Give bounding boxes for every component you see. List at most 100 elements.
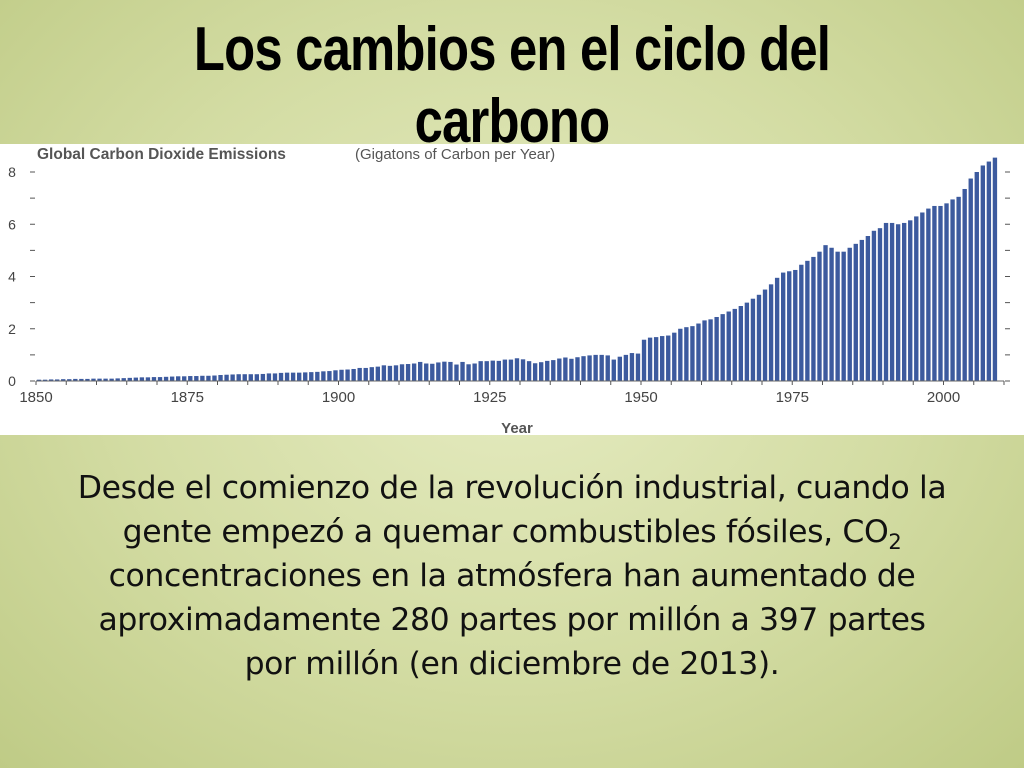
bar-1996 [920, 212, 925, 381]
y-tick-label: 8 [8, 164, 16, 180]
bar-1949 [635, 353, 641, 381]
bar-1934 [545, 360, 550, 381]
bar-1927 [502, 359, 508, 381]
bar-1918 [448, 361, 453, 381]
x-tick-label: 1875 [171, 389, 204, 406]
bar-1967 [744, 302, 750, 382]
bar-1855 [67, 379, 72, 381]
y-tick-label: 4 [8, 269, 16, 285]
bar-1987 [865, 236, 871, 381]
x-tick-label: 1850 [19, 389, 52, 406]
bar-1952 [653, 337, 659, 381]
bar-1876 [194, 376, 199, 381]
bar-1904 [363, 367, 368, 381]
bar-1932 [532, 363, 538, 381]
bar-2006 [980, 165, 986, 381]
bar-1908 [387, 365, 393, 381]
bar-1957 [684, 327, 689, 381]
bar-1889 [272, 373, 278, 381]
bar-1991 [889, 222, 895, 381]
bar-1850 [36, 379, 42, 381]
chart-panel: Global Carbon Dioxide Emissions (Gigaton… [0, 144, 1024, 435]
bar-1885 [248, 374, 253, 381]
chart-subtitle: (Gigatons of Carbon per Year) [355, 146, 555, 163]
bar-1939 [575, 357, 580, 381]
bar-1897 [321, 371, 326, 381]
bar-1863 [115, 378, 120, 381]
bar-1943 [599, 354, 604, 382]
bar-1857 [79, 378, 84, 381]
bar-2002 [956, 196, 961, 381]
bar-1915 [430, 363, 435, 381]
bar-2001 [950, 199, 955, 381]
bar-1993 [902, 222, 907, 381]
bar-1950 [641, 339, 647, 381]
bar-1938 [569, 358, 574, 381]
y-tick-label: 6 [8, 216, 16, 232]
bar-1906 [375, 366, 381, 381]
bar-1921 [466, 364, 471, 381]
bar-1962 [714, 316, 719, 381]
bar-1975 [793, 269, 798, 381]
bar-1866 [133, 377, 139, 381]
bar-1995 [914, 216, 919, 381]
bar-1930 [520, 359, 526, 381]
bar-1955 [672, 332, 677, 381]
bar-1891 [284, 372, 290, 381]
bar-1867 [139, 377, 145, 381]
bar-1890 [278, 372, 284, 381]
bar-1954 [666, 335, 671, 381]
bar-1963 [720, 314, 725, 381]
bar-1956 [678, 328, 683, 381]
bar-1979 [817, 251, 822, 381]
bar-1944 [605, 355, 610, 381]
bar-1964 [726, 311, 731, 381]
bar-1884 [242, 374, 247, 381]
bar-1920 [460, 361, 465, 381]
bar-1856 [73, 378, 78, 381]
bar-1914 [424, 363, 429, 381]
y-tick-label: 2 [8, 321, 16, 337]
bar-1873 [176, 376, 181, 381]
bar-1992 [895, 224, 901, 381]
body-text-part-1: Desde el comienzo de la revolución indus… [77, 470, 947, 550]
co2-subscript: 2 [888, 530, 902, 554]
bar-1893 [297, 372, 302, 381]
bar-1853 [55, 379, 60, 381]
slide-title: Los cambios en el ciclo del carbono [193, 15, 831, 144]
bar-1988 [871, 230, 877, 381]
bar-1972 [774, 277, 780, 381]
bar-1907 [381, 365, 387, 381]
bar-1883 [236, 374, 241, 381]
bar-1940 [581, 356, 586, 381]
bar-1909 [393, 365, 399, 381]
bar-1960 [702, 320, 707, 381]
bar-1974 [787, 271, 792, 381]
bar-1877 [200, 375, 205, 381]
bar-1886 [254, 374, 260, 381]
bar-1990 [883, 222, 889, 381]
bar-1994 [908, 220, 913, 381]
bar-1935 [551, 360, 556, 381]
bar-1901 [345, 369, 350, 381]
bar-1917 [442, 361, 447, 381]
bar-1948 [629, 353, 635, 381]
bar-1923 [478, 361, 483, 381]
bar-1892 [290, 372, 296, 381]
bar-1912 [411, 363, 417, 381]
bar-1970 [762, 289, 768, 381]
bar-1862 [109, 378, 114, 381]
bar-1933 [539, 362, 544, 381]
bar-1959 [696, 323, 701, 381]
bar-1929 [514, 358, 520, 381]
bar-1864 [121, 378, 126, 381]
bar-1925 [490, 360, 495, 381]
bar-2004 [968, 178, 973, 381]
bar-1887 [260, 373, 266, 381]
bar-1997 [926, 208, 931, 381]
bar-1910 [399, 364, 405, 381]
bar-1888 [266, 373, 272, 381]
bar-1898 [327, 371, 332, 381]
bar-1973 [781, 272, 786, 381]
bar-1896 [315, 371, 320, 381]
